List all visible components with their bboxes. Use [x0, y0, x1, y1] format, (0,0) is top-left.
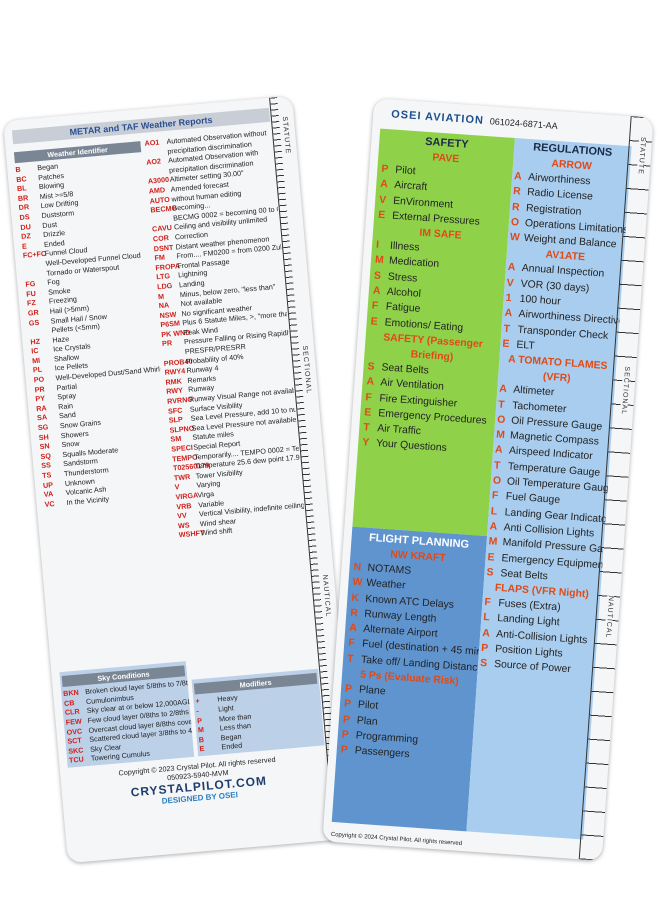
description: Ended	[221, 741, 243, 752]
code: P	[340, 744, 349, 757]
code: P	[342, 714, 351, 726]
code: A	[481, 627, 491, 640]
description: Wind shift	[200, 526, 233, 538]
code: A	[513, 171, 523, 183]
code: L	[482, 612, 491, 624]
code: F	[484, 597, 492, 609]
code: F	[347, 638, 355, 650]
brand: OSEI AVIATION	[390, 108, 485, 127]
code: O	[510, 216, 520, 229]
code: I	[375, 239, 380, 251]
description: Pilot	[357, 699, 379, 713]
code: F	[365, 391, 373, 404]
code: V	[506, 277, 515, 290]
code: A	[504, 308, 513, 320]
code: T	[346, 653, 354, 665]
code: E	[199, 744, 205, 754]
code: F	[371, 300, 379, 313]
code: A	[494, 444, 503, 457]
code: W	[352, 577, 363, 589]
product-code: 061024-6871-AA	[489, 116, 559, 131]
code: P	[341, 729, 350, 741]
code: M	[495, 429, 506, 442]
code: W	[509, 232, 521, 244]
description: Pilot	[394, 164, 416, 178]
description: Passengers	[354, 745, 410, 761]
description: ELT	[516, 339, 536, 352]
checklist-card: OSEI AVIATION 061024-6871-AA SAFETY PAVE P…	[322, 98, 654, 861]
modifier-box: Modifiers + Heavy - Light P More than M Less tha…	[191, 669, 325, 757]
code: T	[493, 460, 501, 472]
code: A	[379, 179, 389, 191]
code: TCU	[68, 754, 85, 766]
code: R	[512, 186, 522, 198]
code: N	[353, 561, 362, 574]
code: A	[507, 262, 516, 274]
code: S	[486, 566, 494, 579]
code: K	[351, 592, 360, 604]
description: Plan	[356, 715, 378, 728]
code: A	[489, 521, 498, 533]
code: A	[498, 383, 508, 396]
code: E	[502, 338, 510, 351]
code: O	[492, 475, 502, 487]
code: M	[374, 255, 385, 267]
code: P	[344, 683, 353, 696]
sky-box: Sky Conditions BKN Broken cloud layer 5/8t…	[59, 661, 195, 768]
code: T	[497, 399, 505, 411]
code: R	[349, 607, 359, 620]
code: E	[370, 316, 379, 328]
code: P	[480, 642, 489, 655]
description: Plane	[358, 684, 386, 698]
code: A	[348, 622, 358, 635]
code: T	[503, 323, 511, 335]
code: A	[366, 376, 375, 389]
planning-panel: FLIGHT PLANNING NW KRAFT N NOTAMS W Weather K K…	[331, 526, 488, 832]
code: F	[491, 490, 499, 503]
code: WSHFT	[178, 528, 205, 540]
code: 1	[505, 292, 512, 305]
code: V	[378, 194, 387, 206]
code: P	[380, 163, 389, 176]
code: M	[488, 536, 498, 549]
code: L	[490, 505, 498, 518]
code: E	[377, 209, 386, 222]
code: Y	[361, 437, 370, 450]
code: E	[487, 551, 495, 564]
code: S	[479, 658, 488, 670]
columns: Weather Identifier B Began BC Patches BL Blowi…	[13, 128, 325, 768]
code: S	[373, 270, 382, 282]
copyright: Copyright © 2024 Crystal Pilot. All righ…	[330, 831, 463, 848]
code: P	[343, 698, 352, 711]
code: O	[496, 414, 506, 426]
code: A	[372, 285, 381, 298]
code: VC	[44, 498, 55, 509]
code: R	[511, 201, 520, 214]
code: S	[367, 361, 375, 373]
code: E	[363, 407, 372, 419]
metar-card: METAR and TAF Weather Reports Weather Id…	[3, 95, 357, 864]
code: T	[362, 422, 371, 434]
